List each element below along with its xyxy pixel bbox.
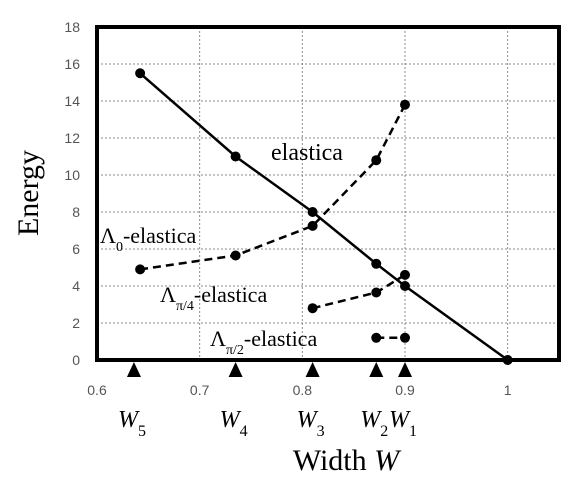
y-tick-label: 4 <box>72 278 80 294</box>
triangle-marker-icon <box>369 362 384 377</box>
triangle-marker-icon <box>228 362 243 377</box>
y-tick-label: 18 <box>64 19 80 35</box>
y-tick-label: 6 <box>72 241 80 257</box>
data-point <box>307 303 318 314</box>
data-point <box>135 264 146 275</box>
y-tick-label: 10 <box>64 167 80 183</box>
data-point <box>230 250 241 261</box>
series-line-2 <box>312 273 406 310</box>
data-point <box>400 332 410 343</box>
x-tick-label: 0.9 <box>395 382 415 398</box>
grid-lines <box>97 27 559 360</box>
data-point <box>307 207 318 217</box>
series-label: Λ0-elastica <box>100 223 196 255</box>
data-point <box>400 99 410 110</box>
series-line-1 <box>139 104 407 271</box>
y-tick-labels: 0 2 4 6 8 10 12 14 16 18 <box>64 19 80 368</box>
y-axis-label: Energy <box>12 150 45 236</box>
data-point <box>400 281 410 291</box>
data-point <box>400 269 410 280</box>
x-tick-labels: 0.6 0.7 0.8 0.9 1 <box>87 382 512 398</box>
data-point <box>502 355 513 365</box>
y-tick-label: 8 <box>72 204 80 220</box>
x-tick-label: 0.8 <box>293 382 313 398</box>
series-label: Λπ/2-elastica <box>210 326 317 358</box>
y-tick-label: 2 <box>72 315 80 331</box>
series-line-0 <box>139 72 509 362</box>
series-label: Λπ/4-elastica <box>160 282 267 314</box>
critical-width-markers: W5 W4 W3 W2 W1 <box>118 362 417 440</box>
data-point <box>371 258 382 269</box>
critical-width-label: W1 <box>389 407 417 440</box>
series-label: elastica <box>271 140 343 166</box>
critical-width-label: W5 <box>118 407 146 440</box>
x-axis-label: Width W <box>293 444 402 477</box>
series-lines <box>135 68 513 365</box>
data-point <box>135 68 146 79</box>
plot-frame <box>95 25 561 362</box>
data-point <box>371 155 382 166</box>
data-point <box>371 332 382 343</box>
y-tick-label: 14 <box>64 93 80 109</box>
data-point <box>307 220 318 231</box>
x-tick-label: 0.7 <box>190 382 210 398</box>
x-tick-label: 0.6 <box>87 382 107 398</box>
triangle-marker-icon <box>398 362 412 377</box>
critical-width-label: W4 <box>220 407 248 440</box>
critical-width-label: W2 <box>360 407 388 440</box>
data-point <box>230 151 241 162</box>
triangle-marker-icon <box>126 362 141 377</box>
y-tick-label: 16 <box>64 56 80 72</box>
data-point <box>371 287 382 298</box>
y-tick-label: 0 <box>72 352 80 368</box>
series-labels: elastica Λ0-elastica Λπ/4-elastica Λπ/2-ela… <box>100 140 343 358</box>
triangle-marker-icon <box>305 362 320 377</box>
critical-width-label: W3 <box>297 407 325 440</box>
x-tick-label: 1 <box>504 382 512 398</box>
y-tick-label: 12 <box>64 130 80 146</box>
